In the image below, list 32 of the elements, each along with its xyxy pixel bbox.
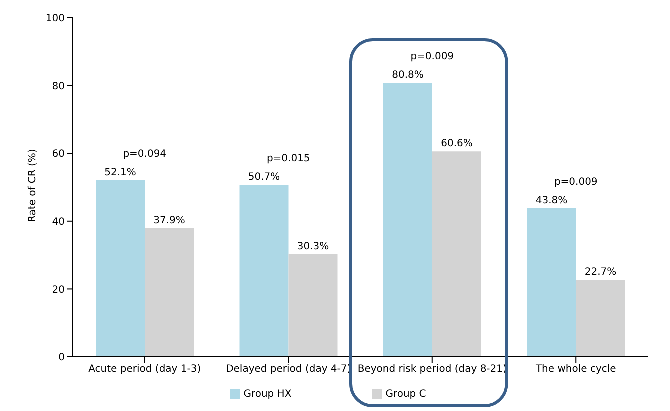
data-label: 52.1% [104,167,136,178]
data-label: 43.8% [536,196,568,207]
bar [288,254,338,357]
annotation: p=0.094 [123,148,167,160]
y-tick-label: 40 [52,216,65,228]
bar [576,280,626,357]
bar [145,228,194,357]
annotation: p=0.015 [266,154,310,165]
bar [240,185,289,357]
bar [432,152,482,357]
data-label: 80.8% [392,70,424,82]
x-tick-label: The whole cycle [534,364,616,376]
x-tick-label: Beyond risk period (day 8-21) [358,364,508,376]
data-label: 50.7% [248,172,280,184]
data-label: 37.9% [154,216,186,227]
y-tick-label: 60 [52,149,65,160]
data-label: 30.3% [297,241,330,252]
annotation: p=0.009 [554,176,598,188]
legend-label: Group C [386,389,426,400]
y-tick-label: 80 [52,81,65,92]
y-tick-label: 100 [46,14,65,25]
y-tick-label: 20 [52,284,65,296]
y-axis-title: Rate of CR (%) [28,149,39,222]
data-label: 60.6% [441,138,473,150]
bar [96,180,145,357]
bar [384,83,432,357]
legend-label: Group HX [244,389,293,400]
x-tick-label: Acute period (day 1-3) [88,364,202,376]
bar [527,208,576,357]
y-tick-label: 0 [58,352,65,364]
data-label: 22.7% [584,267,617,278]
annotation: p=0.009 [410,52,454,63]
